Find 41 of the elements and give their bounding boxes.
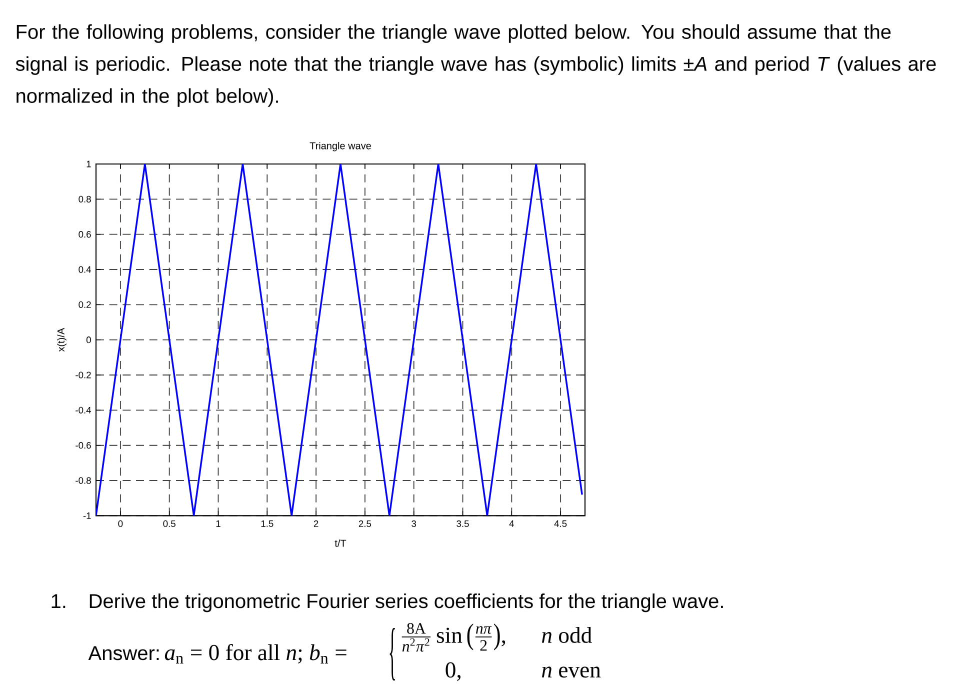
x-tick-label: 4.5 [554,520,567,527]
y-tick-label: 0.8 [78,196,91,202]
y-tick-label: 1 [86,160,91,168]
text: n even [542,666,601,678]
text: Answer: [88,646,159,660]
text: { [390,628,395,680]
text: 8A [407,623,426,634]
y-tick-label: -0.4 [76,406,92,414]
chart-title: Triangle wave [310,142,371,152]
y-tick-label: 0.4 [78,266,92,273]
x-axis-title: t/T [334,539,346,547]
x-tick-label: 1 [216,520,220,527]
text: nπ [476,626,492,634]
text: n odd [542,626,592,643]
text: 2 [480,640,487,651]
text: For the following problems, consider the triangle wave plotted below. You should assume that the signal is periodic. Please note that the triangle wave has (symbolic) limits ±A and period T (values are normalized in the plot below). [16,24,936,107]
text: 0, [446,662,460,681]
text: n$^{2}$π$^{2}$ [402,638,430,652]
y-tick-label: -1 [83,512,91,519]
text: , [502,640,506,646]
y-tick-label: -0.6 [76,442,91,449]
text: a$_{n}$ = 0 for all n; b$_{n}$ = [164,644,346,664]
x-tick-label: 0.5 [163,520,176,527]
x-tick-label: 3 [412,520,416,527]
y-tick-label: -0.2 [76,372,91,378]
y-tick-label: -0.8 [76,477,91,484]
x-tick-label: 0 [118,520,123,527]
y-tick-label: 0.2 [78,301,91,308]
x-tick-label: 2.5 [358,520,372,527]
text: 1. [52,594,66,608]
y-axis-title: x(t)/A [57,328,66,352]
y-tick-label: 0.6 [78,231,91,238]
text: ) [494,624,500,650]
x-tick-label: 3.5 [456,520,469,527]
text: sin [436,628,462,643]
text: ( [467,624,474,650]
x-tick-label: 4 [509,520,514,527]
y-tick-label: 0 [86,336,91,344]
text: Derive the trigonometric Fourier series coefficients for the triangle wave. [90,593,723,612]
x-tick-label: 1.5 [261,520,274,527]
x-tick-label: 2 [314,520,318,527]
